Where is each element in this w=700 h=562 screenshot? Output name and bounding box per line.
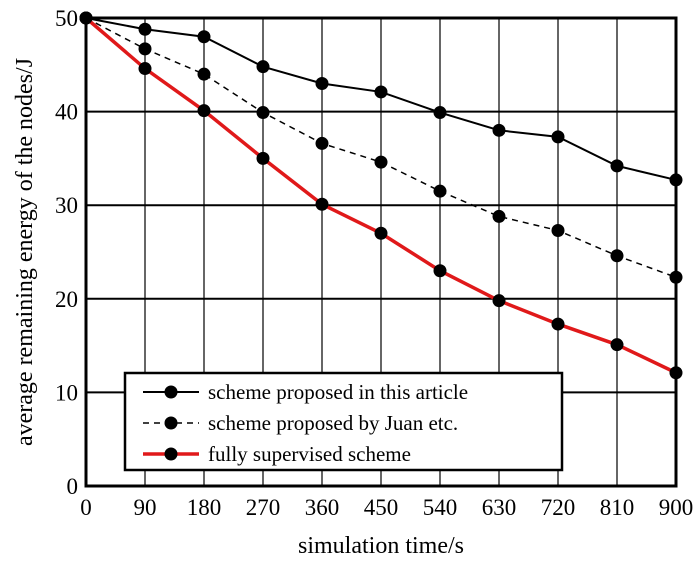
series-1-point <box>256 60 270 74</box>
series-2-point <box>256 106 270 120</box>
series-1-point <box>433 106 447 120</box>
x-tick-label: 540 <box>423 495 458 520</box>
series-1-point <box>551 130 565 144</box>
y-tick-label: 10 <box>55 380 78 405</box>
y-tick-label: 0 <box>67 474 79 499</box>
x-tick-label: 810 <box>600 495 635 520</box>
series-line-2 <box>85 17 677 278</box>
y-axis-label: average remaining energy of the nodes/J <box>12 58 38 446</box>
y-tick-label: 30 <box>55 193 78 218</box>
series-1-point <box>197 30 211 44</box>
series-3-point <box>197 104 211 118</box>
series-2-point <box>138 42 152 56</box>
x-tick-label: 90 <box>134 495 157 520</box>
series-3-point <box>374 226 388 240</box>
x-tick-label: 720 <box>541 495 576 520</box>
series-3-point <box>433 264 447 278</box>
data-series <box>79 11 683 380</box>
legend-label-3: fully supervised scheme <box>208 442 411 466</box>
y-tick-label: 40 <box>55 100 78 125</box>
x-tick-label: 270 <box>246 495 281 520</box>
grid-lines <box>86 18 676 486</box>
series-2-point <box>315 136 329 150</box>
legend-marker-1 <box>164 385 178 399</box>
series-2-point <box>551 223 565 237</box>
series-1-point <box>315 77 329 91</box>
legend-label-2: scheme proposed by Juan etc. <box>208 411 458 435</box>
series-1-point <box>138 22 152 36</box>
x-tick-label: 900 <box>659 495 694 520</box>
series-2-point <box>374 155 388 169</box>
series-3-point <box>551 317 565 331</box>
series-3-point <box>610 338 624 352</box>
series-2-point <box>433 184 447 198</box>
series-3-point <box>492 294 506 308</box>
series-3-point <box>138 62 152 76</box>
x-axis-label: simulation time/s <box>298 533 464 559</box>
series-3-point <box>315 197 329 211</box>
tick-labels: 0 90 180 270 360 450 540 630 720 810 900 0 10 20 30 40 5… <box>55 6 693 520</box>
legend-label-1: scheme proposed in this article <box>208 380 468 404</box>
x-tick-label: 630 <box>482 495 517 520</box>
x-tick-label: 360 <box>305 495 340 520</box>
legend-marker-2 <box>164 416 178 430</box>
y-tick-label: 20 <box>55 287 78 312</box>
series-1-point <box>610 159 624 173</box>
series-1-point <box>492 123 506 137</box>
series-1-point <box>374 85 388 99</box>
x-tick-label: 450 <box>364 495 399 520</box>
series-2-point <box>197 67 211 81</box>
legend: scheme proposed in this article scheme pr… <box>123 371 564 472</box>
series-2-point <box>492 209 506 223</box>
x-tick-label: 0 <box>80 495 92 520</box>
x-tick-label: 180 <box>187 495 222 520</box>
series-3-point <box>256 151 270 165</box>
plot-frame <box>84 16 678 488</box>
legend-marker-3 <box>164 447 178 461</box>
series-2-point <box>610 249 624 263</box>
y-tick-label: 50 <box>55 6 78 31</box>
